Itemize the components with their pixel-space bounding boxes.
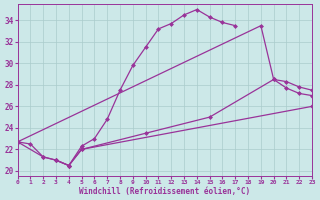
- X-axis label: Windchill (Refroidissement éolien,°C): Windchill (Refroidissement éolien,°C): [79, 187, 250, 196]
